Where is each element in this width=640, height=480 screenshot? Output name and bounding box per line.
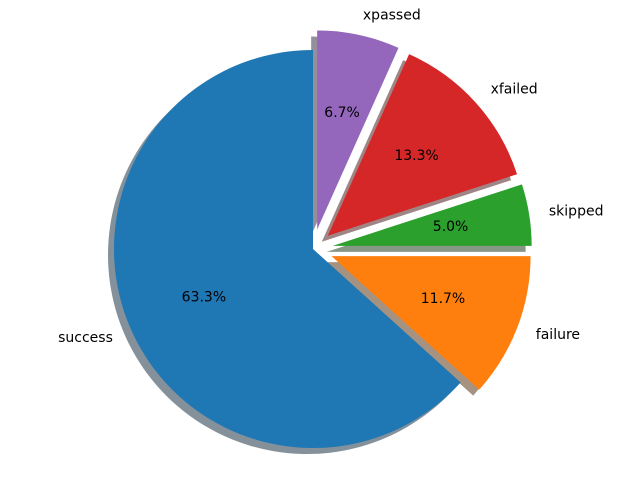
pie-slice-xpassed xyxy=(317,30,399,230)
pie-slice-xfailed xyxy=(327,54,518,236)
slice-label-xfailed: xfailed xyxy=(491,81,538,97)
pie-slice-skipped xyxy=(332,184,532,246)
slice-label-xpassed: xpassed xyxy=(363,8,421,24)
slice-pct-failure: 11.7% xyxy=(421,291,465,307)
pie-slice-success xyxy=(114,50,461,449)
slice-label-success: success xyxy=(58,330,113,346)
slice-label-failure: failure xyxy=(536,327,580,343)
slice-label-skipped: skipped xyxy=(549,204,604,220)
slice-pct-xpassed: 6.7% xyxy=(324,105,360,121)
slice-pct-xfailed: 13.3% xyxy=(394,148,438,164)
slice-pct-skipped: 5.0% xyxy=(433,219,469,235)
pie-slice-failure xyxy=(331,256,531,390)
pie-wedge-layer xyxy=(114,30,532,449)
slice-pct-success: 63.3% xyxy=(182,290,226,306)
pie-text-layer: success 63.3% failure 11.7% skipped 5.0% xfail… xyxy=(58,8,603,346)
